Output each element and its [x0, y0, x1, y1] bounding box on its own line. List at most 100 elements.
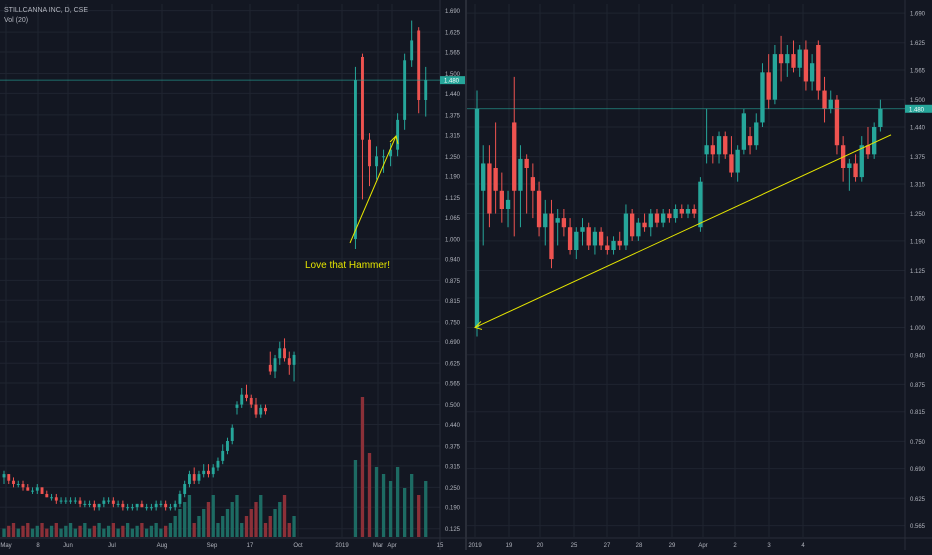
y-tick-label: 0.315 — [445, 464, 461, 470]
candle-body — [226, 440, 229, 451]
volume-bar — [278, 502, 282, 537]
candle-body — [543, 213, 548, 228]
candle-body — [512, 122, 517, 191]
right-chart-pane[interactable]: 1.690 1.625 1.565 1.500 1.440 1.375 1.315 1.250… — [467, 0, 932, 550]
candle-body — [292, 354, 296, 365]
chart-legend: STILLCANNA INC, D, CSE Vol (20) — [4, 6, 88, 26]
candle-body — [772, 54, 778, 100]
x-tick-label: May — [0, 543, 11, 549]
candle-body — [69, 500, 73, 502]
volume-bar — [178, 509, 182, 537]
volume-bar — [21, 525, 25, 537]
x-tick-label: Jul — [108, 543, 116, 549]
candle-body — [636, 222, 641, 237]
right-chart-svg[interactable]: 1.690 1.625 1.565 1.500 1.440 1.375 1.315 1.250… — [467, 0, 932, 550]
left-chart-pane[interactable]: 1.690 1.625 1.565 1.500 1.440 1.375 1.315 1.250… — [0, 0, 465, 550]
x-tick-label: Apr — [387, 543, 396, 549]
volume-label: Vol (20) — [4, 17, 29, 24]
candle-body — [424, 80, 428, 101]
candle-body — [642, 222, 647, 228]
candle-body — [747, 136, 753, 146]
candle-body — [92, 503, 96, 508]
candle-body — [661, 213, 666, 223]
y-tick-label: 1.565 — [910, 69, 926, 75]
volume-bar — [140, 523, 144, 537]
volume-bar — [259, 495, 263, 537]
candle-body — [178, 493, 182, 504]
x-tick-label: 27 — [604, 543, 611, 549]
volume-bar — [54, 523, 58, 537]
left-chart-svg[interactable]: 1.690 1.625 1.565 1.500 1.440 1.375 1.315 1.250… — [0, 0, 465, 550]
volume-bar — [97, 523, 101, 537]
volume-bar — [360, 397, 365, 537]
candle-body — [283, 348, 286, 359]
volume-bar — [287, 523, 291, 537]
y-tick-label: 1.125 — [910, 269, 926, 275]
candle-body — [623, 213, 629, 246]
y-tick-label: 1.000 — [445, 238, 461, 244]
x-tick-label: Apr — [698, 543, 707, 549]
candle-body — [126, 507, 130, 509]
candle-body — [760, 72, 765, 123]
volume-bar — [235, 495, 239, 537]
candle-body — [361, 56, 364, 140]
candle-body — [847, 163, 852, 168]
candle-body — [78, 500, 82, 504]
candle-body — [116, 503, 120, 505]
x-tick-label: 25 — [571, 543, 578, 549]
volume-bar — [83, 523, 87, 537]
x-tick-label: 2019 — [468, 543, 482, 549]
x-tick-label: 4 — [801, 543, 805, 549]
pane-divider[interactable] — [465, 0, 467, 550]
y-tick-label: 0.565 — [445, 382, 461, 388]
candle-body — [12, 480, 15, 485]
candle-body — [865, 145, 871, 155]
y-tick-label: 1.440 — [445, 92, 461, 98]
candle-body — [192, 474, 196, 481]
volume-bar — [164, 525, 168, 537]
candle-body — [555, 218, 560, 223]
candle-body — [216, 460, 220, 468]
candle-body — [211, 467, 215, 475]
volume-bar — [273, 509, 277, 537]
candle-body — [140, 503, 144, 508]
candle-body — [245, 394, 248, 398]
candle-body — [692, 209, 697, 214]
x-tick-label: 29 — [669, 543, 676, 549]
x-tick-label: Mar — [373, 543, 383, 549]
x-tick-label: 3 — [767, 543, 771, 549]
candle-body — [26, 487, 30, 491]
last-price-label: 1.480 — [444, 79, 460, 85]
candle-body — [586, 227, 591, 246]
candle-body — [766, 72, 771, 100]
candle-body — [264, 407, 267, 412]
volume-bar — [353, 460, 358, 537]
y-tick-label: 0.940 — [445, 257, 461, 263]
candle-body — [417, 30, 421, 101]
candle-body — [474, 108, 480, 328]
y-tick-label: 1.500 — [445, 72, 461, 78]
candle-body — [159, 503, 163, 505]
volume-bar — [121, 525, 125, 537]
candle-body — [202, 470, 206, 475]
candle-body — [145, 507, 149, 509]
candle-body — [685, 209, 691, 214]
y-tick-label: 1.500 — [910, 98, 926, 104]
candle-body — [698, 181, 703, 228]
volume-bar — [381, 474, 386, 537]
candle-body — [197, 474, 201, 481]
x-tick-label: 17 — [247, 543, 254, 549]
y-tick-label: 1.690 — [910, 12, 926, 18]
volume-bar — [374, 467, 379, 537]
volume-bar — [130, 528, 135, 537]
volume-bar — [367, 453, 372, 537]
candle-body — [673, 209, 678, 219]
volume-bar — [388, 481, 393, 537]
volume-bar — [197, 516, 201, 537]
x-tick-label: Oct — [293, 543, 303, 549]
symbol-label: STILLCANNA INC, D, CSE — [4, 7, 89, 14]
volume-bar — [40, 523, 44, 537]
candle-body — [704, 145, 709, 155]
candle-body — [580, 227, 585, 232]
last-price-tag — [905, 104, 932, 113]
